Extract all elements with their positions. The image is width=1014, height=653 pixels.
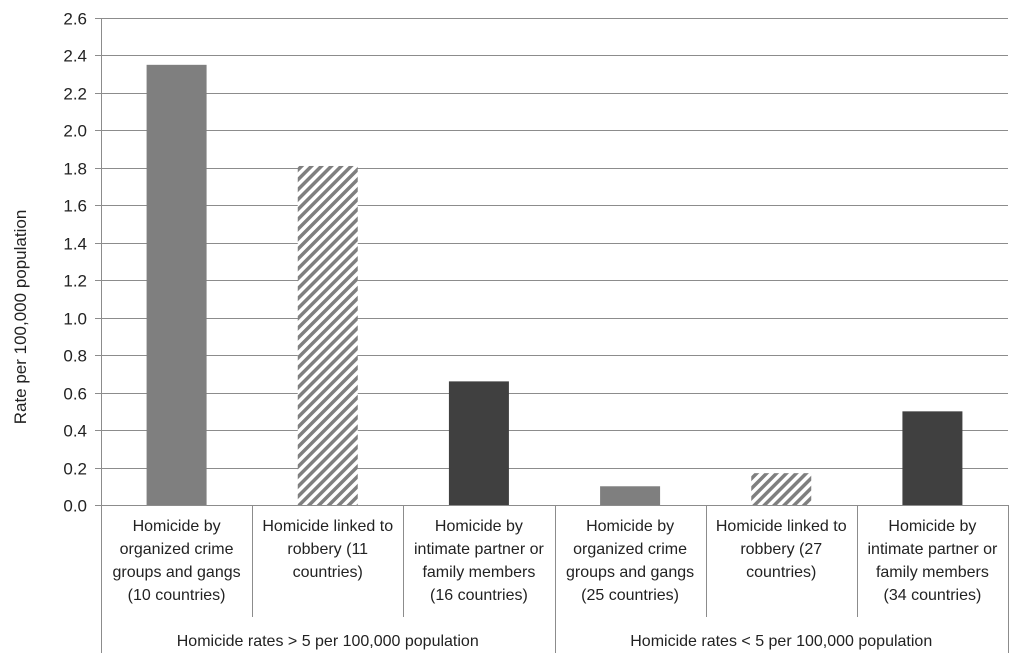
y-tick-label: 2.6 (63, 10, 87, 29)
category-label: groups and gangs (566, 564, 694, 581)
y-tick-label: 1.8 (63, 160, 87, 179)
y-tick-label: 2.0 (63, 122, 87, 141)
y-tick-label: 2.4 (63, 47, 87, 66)
y-tick-label: 0.4 (63, 422, 87, 441)
bar (751, 473, 812, 505)
category-label: family members (876, 564, 989, 581)
category-label: Homicide linked to (262, 518, 393, 535)
gridlines (101, 18, 1008, 469)
y-tick-label: 0.0 (63, 497, 87, 516)
bars (146, 64, 963, 506)
category-label: Homicide by (133, 518, 221, 535)
category-label: organized crime (120, 541, 234, 558)
y-tick-label: 0.2 (63, 460, 87, 479)
group-label: Homicide rates > 5 per 100,000 populatio… (177, 633, 479, 650)
category-label: intimate partner or (867, 541, 998, 558)
category-label: (34 countries) (884, 587, 982, 604)
y-tick-label: 0.6 (63, 385, 87, 404)
y-tick-label: 1.2 (63, 272, 87, 291)
y-tick-labels: 0.0 0.2 0.4 0.6 0.8 1.0 1.2 1.4 1.6 1.8 2.0 2.2 2.4 2… (63, 10, 87, 516)
category-label: (16 countries) (430, 587, 528, 604)
category-label: countries) (746, 564, 816, 581)
category-label: Homicide by (888, 518, 976, 535)
category-label: Homicide by (586, 518, 674, 535)
category-label: Homicide linked to (716, 518, 847, 535)
category-label: countries) (293, 564, 363, 581)
group-labels: Homicide rates > 5 per 100,000 populatio… (177, 633, 932, 650)
y-tick-label: 0.8 (63, 347, 87, 366)
y-tick-label: 2.2 (63, 85, 87, 104)
category-label: organized crime (573, 541, 687, 558)
bar (146, 64, 207, 506)
y-axis-label: Rate per 100,000 population (11, 210, 30, 425)
category-label: (25 countries) (581, 587, 679, 604)
bar (902, 411, 963, 505)
bar (448, 381, 509, 505)
y-tick-label: 1.0 (63, 310, 87, 329)
category-label: robbery (11 (287, 541, 368, 558)
category-labels: Homicide by organized crime groups and gan… (113, 518, 998, 604)
bar (297, 165, 358, 505)
category-label: robbery (27 (740, 541, 822, 558)
category-label: (10 countries) (128, 587, 226, 604)
axes (95, 18, 1009, 653)
category-label: groups and gangs (113, 564, 241, 581)
y-tick-label: 1.4 (63, 235, 87, 254)
group-label: Homicide rates < 5 per 100,000 populatio… (630, 633, 932, 650)
bar (600, 486, 661, 505)
y-tick-label: 1.6 (63, 197, 87, 216)
category-label: family members (422, 564, 535, 581)
category-label: Homicide by (435, 518, 523, 535)
category-label: intimate partner or (414, 541, 545, 558)
